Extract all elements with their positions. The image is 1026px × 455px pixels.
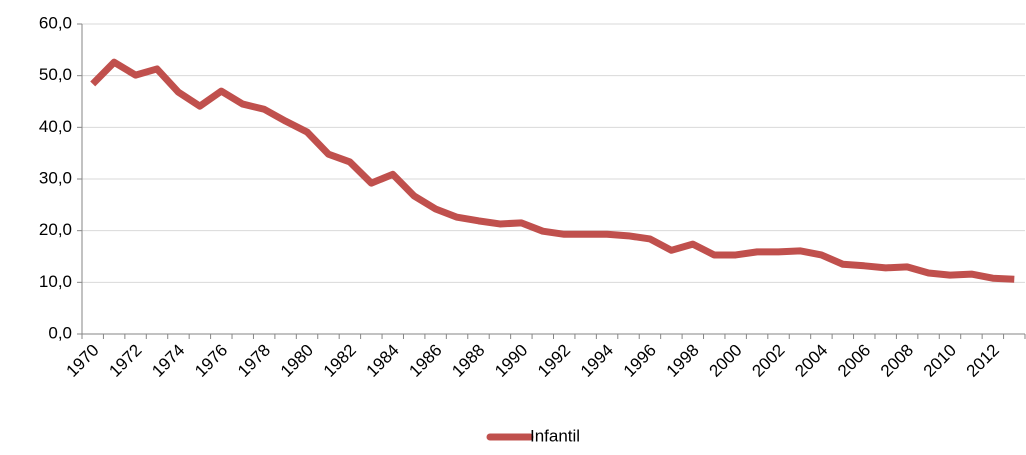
x-tick-label: 1996 <box>620 341 660 381</box>
x-tick-label: 2010 <box>920 341 960 381</box>
x-tick-label: 1980 <box>277 341 317 381</box>
x-tick-label: 2000 <box>705 341 745 381</box>
line-series <box>90 58 1015 283</box>
y-tick-label: 30,0 <box>39 168 72 187</box>
legend-label: Infantil <box>530 426 580 445</box>
y-tick-label: 10,0 <box>39 272 72 291</box>
x-tick-label: 2004 <box>791 341 831 381</box>
x-tick-label: 2006 <box>834 341 874 381</box>
x-tick-label: 2002 <box>748 341 788 381</box>
y-tick-label: 60,0 <box>39 13 72 32</box>
x-tick-label: 1982 <box>320 341 360 381</box>
x-tick-label: 2008 <box>877 341 917 381</box>
y-tick-label: 20,0 <box>39 220 72 239</box>
y-tick-label: 50,0 <box>39 65 72 84</box>
x-tick-label: 1972 <box>105 341 145 381</box>
x-tick-label: 1984 <box>363 341 403 381</box>
x-tick-label: 1994 <box>577 341 617 381</box>
x-tick-label: 1976 <box>191 341 231 381</box>
y-tick-label: 0,0 <box>48 323 72 342</box>
x-tick-label: 1998 <box>663 341 703 381</box>
x-tick-label: 1978 <box>234 341 274 381</box>
x-tick-label: 1992 <box>534 341 574 381</box>
x-tick-label: 1974 <box>148 341 188 381</box>
x-tick-label: 1970 <box>63 341 103 381</box>
y-tick-label: 40,0 <box>39 117 72 136</box>
x-tick-label: 1990 <box>491 341 531 381</box>
x-tick-label: 1986 <box>405 341 445 381</box>
x-tick-label: 1988 <box>448 341 488 381</box>
x-tick-label: 2012 <box>963 341 1003 381</box>
